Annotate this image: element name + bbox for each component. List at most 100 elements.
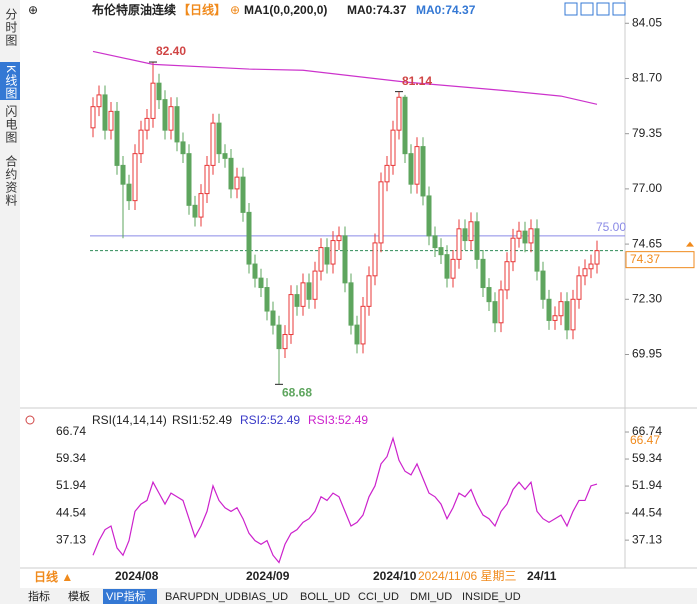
- bottom-tab[interactable]: DMI_UD: [410, 591, 452, 603]
- icon[interactable]: [596, 2, 610, 16]
- reference-label: 75.00: [596, 220, 626, 234]
- candle-body: [192, 204, 198, 218]
- sidebar-tab[interactable]: 闪电图: [4, 105, 18, 144]
- candle-body: [546, 298, 552, 321]
- candle-body: [324, 247, 330, 265]
- y-tick-label: 84.05: [632, 15, 662, 29]
- candle-body: [378, 181, 384, 244]
- candle-body: [294, 294, 300, 307]
- candle-body: [432, 235, 438, 249]
- candle-body: [438, 247, 444, 256]
- sidebar-tab[interactable]: K线图: [4, 65, 18, 100]
- y-tick-label: 72.30: [632, 291, 662, 305]
- candle-body: [552, 315, 558, 321]
- candle-body: [516, 230, 522, 239]
- rsi-line: [92, 436, 598, 564]
- ma-line: [92, 50, 598, 105]
- y-tick-label-left: 51.94: [56, 478, 86, 492]
- candle-body: [288, 294, 294, 336]
- last-price-box: [625, 251, 695, 269]
- candle-body: [96, 94, 102, 108]
- candle-body: [522, 230, 528, 244]
- candle-body: [144, 117, 150, 131]
- bottom-tab[interactable]: 指标: [28, 589, 50, 603]
- candle-body: [498, 289, 504, 324]
- rsi-legend: RSI1:52.49: [172, 413, 232, 427]
- candle-body: [354, 324, 360, 345]
- bottom-tab[interactable]: BIAS_UD: [241, 591, 288, 603]
- x-tick-label: 2024/10: [373, 569, 417, 583]
- icon[interactable]: [580, 2, 594, 16]
- candle-body: [102, 94, 108, 131]
- candle-body: [300, 282, 306, 307]
- candle-body: [414, 146, 420, 185]
- candle-body: [234, 176, 240, 190]
- candle-body: [198, 193, 204, 218]
- candle-body: [282, 334, 288, 350]
- candle-body: [174, 106, 180, 143]
- sidebar-tab[interactable]: 分时图: [4, 8, 18, 47]
- legend-item: MA1(0,0,200,0): [244, 3, 327, 17]
- icon[interactable]: [612, 2, 626, 16]
- candle-body: [168, 106, 174, 131]
- candle-body: [462, 228, 468, 242]
- bottom-tab[interactable]: BOLL_UD: [300, 591, 350, 603]
- x-tick-label: 24/11: [527, 569, 557, 583]
- candle-body: [156, 82, 162, 101]
- candle-body: [216, 122, 222, 155]
- add-icon[interactable]: ⊕: [230, 3, 240, 17]
- toolbar-icons[interactable]: [564, 2, 626, 16]
- sidebar-tab[interactable]: 合约资料: [4, 154, 18, 207]
- candle-body: [468, 221, 474, 242]
- y-tick-label: 37.13: [632, 532, 662, 546]
- annotation-label: 82.40: [156, 44, 186, 58]
- y-tick-label-left: 44.54: [56, 505, 86, 519]
- y-tick-label-left: 59.34: [56, 451, 86, 465]
- candle-body: [576, 275, 582, 300]
- bottom-tab[interactable]: VIP指标: [106, 589, 146, 603]
- candle-body: [570, 298, 576, 331]
- top-icon: ⊕: [28, 3, 38, 17]
- y-tick-label: 69.95: [632, 347, 662, 361]
- candle-body: [408, 153, 414, 185]
- candle-body: [540, 270, 546, 300]
- y-tick-label: 77.00: [632, 181, 662, 195]
- icon[interactable]: [564, 2, 578, 16]
- rsi-marker-label: 66.47: [630, 433, 660, 447]
- annotation-label: 68.68: [282, 386, 312, 400]
- candle-body: [390, 129, 396, 166]
- settings-icon[interactable]: [25, 415, 35, 425]
- candle-body: [228, 157, 234, 190]
- candle-body: [252, 263, 258, 279]
- candle-body: [486, 287, 492, 303]
- candle-body: [258, 277, 264, 289]
- candle-body: [150, 82, 156, 119]
- title: 布伦特原油连续: [92, 2, 176, 17]
- bottom-tab[interactable]: INSIDE_UD: [462, 591, 521, 603]
- rsi-legend: RSI3:52.49: [308, 413, 368, 427]
- candle-body: [492, 301, 498, 324]
- candle-body: [474, 221, 480, 260]
- candle-body: [360, 305, 366, 345]
- bottom-tab[interactable]: 模板: [68, 589, 90, 603]
- candle-body: [528, 228, 534, 244]
- candle-body: [270, 310, 276, 326]
- period[interactable]: 【日线】: [178, 2, 226, 17]
- annotation-label: 81.14: [402, 74, 432, 88]
- candle-body: [402, 96, 408, 155]
- candle-body: [132, 153, 138, 202]
- candle-body: [426, 195, 432, 237]
- bottom-tab[interactable]: BARUPDN_UD: [165, 591, 241, 603]
- candle-body: [204, 164, 210, 195]
- candle-body: [246, 211, 252, 265]
- bottom-tab[interactable]: CCI_UD: [358, 591, 399, 603]
- candle-body: [594, 250, 600, 265]
- candle-body: [276, 324, 282, 350]
- candle-body: [264, 287, 270, 312]
- candle-body: [420, 146, 426, 197]
- rsi-title: RSI(14,14,14): [92, 413, 167, 427]
- bottom-tab-bg: [103, 589, 157, 604]
- candle-body: [456, 228, 462, 260]
- period-button[interactable]: 日线 ▲: [34, 569, 73, 584]
- candle-body: [186, 153, 192, 206]
